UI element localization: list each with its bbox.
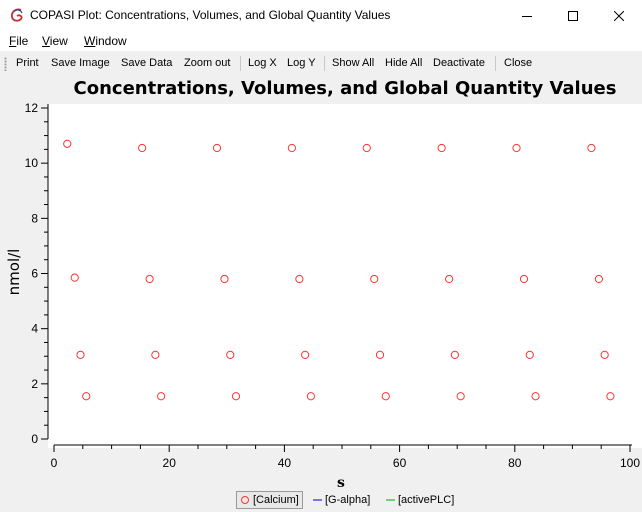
window-title: COPASI Plot: Concentrations, Volumes, an…	[30, 8, 391, 22]
y-tick-label: 10	[25, 156, 39, 170]
data-point	[76, 350, 85, 359]
data-point	[606, 392, 615, 401]
chart-title: Concentrations, Volumes, and Global Quan…	[74, 78, 617, 99]
chart-axes: 0 2 4 6 8 10 12 0 20 40 60 80 100	[25, 101, 641, 470]
y-axis-label: nmol/l	[5, 249, 23, 296]
line-marker-icon	[313, 499, 322, 501]
data-point	[145, 274, 154, 284]
toolbar-grip[interactable]	[4, 57, 7, 71]
data-point	[301, 350, 310, 359]
zoom-out-button[interactable]: Zoom out	[184, 57, 231, 69]
circle-marker-icon	[241, 496, 249, 504]
menu-bar: File View Window	[0, 31, 642, 51]
copasi-logo-icon	[10, 8, 23, 22]
data-point	[70, 273, 79, 282]
data-point	[295, 274, 304, 284]
x-tick-label: 100	[620, 456, 640, 470]
x-axis-label: s	[337, 475, 345, 491]
plot-toolbar: Print Save Image Save Data Zoom out Log …	[0, 53, 642, 74]
show-all-button[interactable]: Show All	[332, 57, 375, 69]
x-tick-label: 20	[163, 456, 177, 470]
data-point	[157, 392, 166, 401]
data-point	[450, 350, 459, 359]
data-point	[381, 392, 390, 401]
save-data-button[interactable]: Save Data	[121, 57, 173, 69]
toolbar-separator	[324, 56, 325, 71]
title-bar: COPASI Plot: Concentrations, Volumes, an…	[0, 0, 642, 31]
close-window-button[interactable]	[596, 0, 642, 31]
data-point	[306, 392, 315, 401]
data-point	[512, 143, 521, 153]
data-point	[138, 143, 147, 153]
deactivate-button[interactable]: Deactivate	[433, 57, 485, 69]
print-button[interactable]: Print	[16, 57, 39, 69]
data-point	[531, 392, 540, 401]
data-point	[220, 274, 229, 284]
x-tick-label: 40	[278, 456, 292, 470]
hide-all-button[interactable]: Hide All	[385, 57, 423, 69]
data-point	[63, 139, 72, 148]
close-plot-button[interactable]: Close	[504, 57, 533, 69]
toolbar-separator	[495, 56, 496, 71]
data-point	[594, 274, 603, 284]
legend-item-calcium[interactable]: [Calcium]	[236, 491, 303, 509]
data-point	[362, 143, 371, 153]
log-x-button[interactable]: Log X	[248, 57, 277, 69]
x-tick-label: 0	[51, 456, 58, 470]
log-y-button[interactable]: Log Y	[287, 57, 316, 69]
data-point	[82, 392, 91, 401]
plot-canvas	[48, 104, 642, 448]
y-tick-label: 2	[31, 377, 38, 391]
minimize-button[interactable]	[504, 0, 550, 31]
y-tick-label: 12	[25, 101, 39, 115]
legend-item-g-alpha[interactable]: [G-alpha]	[313, 491, 370, 509]
data-point	[375, 350, 385, 359]
legend-label: [Calcium]	[253, 494, 299, 506]
save-image-button[interactable]: Save Image	[51, 57, 110, 69]
data-point	[370, 274, 379, 284]
data-point	[231, 392, 241, 401]
line-marker-icon	[386, 499, 395, 501]
x-tick-label: 80	[508, 456, 522, 470]
legend-label: [G-alpha]	[325, 494, 371, 506]
chart-marks	[63, 139, 615, 401]
data-point	[519, 274, 529, 284]
data-point	[525, 350, 534, 359]
menu-view[interactable]: View	[42, 34, 68, 48]
data-point	[287, 143, 296, 153]
y-tick-label: 8	[31, 211, 38, 225]
legend-item-activeplc[interactable]: [activePLC]	[386, 491, 454, 509]
y-tick-label: 0	[31, 432, 38, 446]
close-icon	[614, 10, 624, 21]
data-point	[587, 143, 596, 153]
menu-file[interactable]: File	[9, 34, 29, 48]
maximize-button[interactable]	[550, 0, 596, 31]
x-tick-label: 60	[393, 456, 407, 470]
data-point	[437, 143, 446, 153]
data-point	[600, 350, 609, 359]
data-point	[226, 350, 235, 359]
data-point	[212, 143, 222, 153]
data-point	[151, 350, 160, 359]
data-point	[456, 392, 465, 401]
y-tick-label: 6	[31, 267, 38, 281]
legend-label: [activePLC]	[398, 494, 455, 506]
maximize-icon	[568, 10, 578, 21]
minimize-icon	[522, 15, 532, 17]
plot-area: Concentrations, Volumes, and Global Quan…	[5, 78, 642, 491]
toolbar-separator	[240, 56, 241, 71]
menu-window[interactable]: Window	[84, 34, 127, 48]
data-point	[445, 274, 454, 284]
y-tick-label: 4	[31, 322, 38, 336]
